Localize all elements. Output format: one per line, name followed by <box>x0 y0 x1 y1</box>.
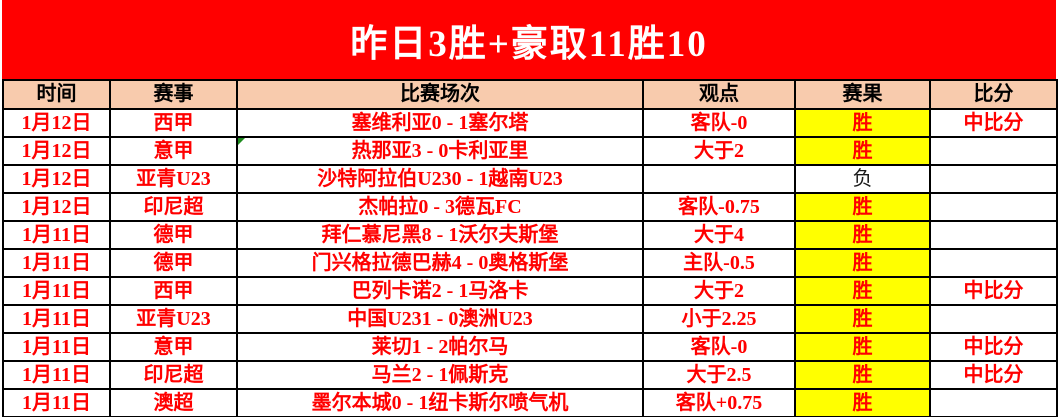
match-row: 1月12日 西甲 塞维利亚0 - 1塞尔塔 客队-0 胜中比分 <box>2 108 1058 138</box>
match-row: 1月12日 印尼超 杰帕拉0 - 3德瓦FC 客队-0.75 胜 <box>2 192 1058 222</box>
cell-view: 客队-0.75 <box>642 192 796 222</box>
cell-match: 杰帕拉0 - 3德瓦FC <box>236 192 644 222</box>
match-row: 1月11日 西甲 巴列卡诺2 - 1马洛卡 大于2 胜中比分 <box>2 276 1058 306</box>
cell-view: 小于2.25 <box>642 304 796 334</box>
match-row: 1月11日 德甲 拜仁慕尼黑8 - 1沃尔夫斯堡 大于4 胜 <box>2 220 1058 250</box>
cell-league: 德甲 <box>109 220 238 250</box>
cell-score: 中比分 <box>929 276 1058 306</box>
title-banner: 昨日3胜+豪取11胜10 <box>2 0 1056 79</box>
match-row: 1月11日 亚青U23 中国U231 - 0澳洲U23 小于2.25 胜 <box>2 304 1058 334</box>
cell-date: 1月11日 <box>2 332 111 362</box>
cell-match: 门兴格拉德巴赫4 - 0奥格斯堡 <box>236 248 644 278</box>
cell-date: 1月11日 <box>2 388 111 417</box>
cell-league: 德甲 <box>109 248 238 278</box>
cell-match: 墨尔本城0 - 1纽卡斯尔喷气机 <box>236 388 644 417</box>
cell-match: 莱切1 - 2帕尔马 <box>236 332 644 362</box>
cell-league: 意甲 <box>109 136 238 166</box>
cell-view: 大于4 <box>642 220 796 250</box>
cell-match: 沙特阿拉伯U230 - 1越南U23 <box>236 164 644 194</box>
cell-league: 印尼超 <box>109 360 238 390</box>
match-row: 1月12日 意甲 热那亚3 - 0卡利亚里 大于2 胜 <box>2 136 1058 166</box>
cell-date: 1月11日 <box>2 220 111 250</box>
match-row: 1月11日 澳超 墨尔本城0 - 1纽卡斯尔喷气机 客队+0.75 胜 <box>2 388 1058 417</box>
cell-league: 亚青U23 <box>109 304 238 334</box>
cell-date: 1月12日 <box>2 136 111 166</box>
col-header-time: 时间 <box>2 79 111 110</box>
cell-league: 西甲 <box>109 276 238 306</box>
cell-match: 中国U231 - 0澳洲U23 <box>236 304 644 334</box>
cell-result: 负 <box>794 164 931 194</box>
cell-view: 客队-0 <box>642 108 796 138</box>
cell-result: 胜 <box>794 304 931 334</box>
cell-score <box>929 248 1058 278</box>
match-row: 1月12日 亚青U23 沙特阿拉伯U230 - 1越南U23 负 <box>2 164 1058 194</box>
cell-result: 胜 <box>794 388 931 417</box>
cell-score <box>929 388 1058 417</box>
cell-result: 胜 <box>794 248 931 278</box>
cell-date: 1月11日 <box>2 360 111 390</box>
cell-date: 1月12日 <box>2 164 111 194</box>
cell-date: 1月11日 <box>2 304 111 334</box>
cell-score <box>929 192 1058 222</box>
col-header-view: 观点 <box>642 79 796 110</box>
cell-match: 马兰2 - 1佩斯克 <box>236 360 644 390</box>
cell-result: 胜 <box>794 220 931 250</box>
header-row: 时间 赛事 比赛场次 观点 赛果 比分 <box>2 79 1058 110</box>
cell-league: 亚青U23 <box>109 164 238 194</box>
cell-score: 中比分 <box>929 360 1058 390</box>
cell-view <box>642 164 796 194</box>
results-table: 时间 赛事 比赛场次 观点 赛果 比分 1月12日 西甲 塞维利亚0 - 1塞尔塔客… <box>2 79 1058 417</box>
cell-result: 胜 <box>794 192 931 222</box>
cell-result: 胜 <box>794 136 931 166</box>
cell-view: 大于2 <box>642 136 796 166</box>
col-header-match: 比赛场次 <box>236 79 644 110</box>
cell-match: 塞维利亚0 - 1塞尔塔 <box>236 108 644 138</box>
page-title: 昨日3胜+豪取11胜10 <box>350 23 708 65</box>
cell-league: 印尼超 <box>109 192 238 222</box>
cell-match: 巴列卡诺2 - 1马洛卡 <box>236 276 644 306</box>
match-row: 1月11日 印尼超 马兰2 - 1佩斯克 大于2.5 胜中比分 <box>2 360 1058 390</box>
cell-view: 主队-0.5 <box>642 248 796 278</box>
cell-date: 1月11日 <box>2 248 111 278</box>
match-row: 1月11日 意甲 莱切1 - 2帕尔马 客队-0 胜中比分 <box>2 332 1058 362</box>
cell-league: 西甲 <box>109 108 238 138</box>
cell-score: 中比分 <box>929 332 1058 362</box>
cell-league: 澳超 <box>109 388 238 417</box>
cell-match: 拜仁慕尼黑8 - 1沃尔夫斯堡 <box>236 220 644 250</box>
cell-view: 大于2 <box>642 276 796 306</box>
col-header-league: 赛事 <box>109 79 238 110</box>
match-row: 1月11日 德甲 门兴格拉德巴赫4 - 0奥格斯堡 主队-0.5 胜 <box>2 248 1058 278</box>
cell-result: 胜 <box>794 108 931 138</box>
cell-date: 1月11日 <box>2 276 111 306</box>
cell-date: 1月12日 <box>2 108 111 138</box>
cell-score <box>929 220 1058 250</box>
cell-view: 客队-0 <box>642 332 796 362</box>
cell-result: 胜 <box>794 332 931 362</box>
cell-result: 胜 <box>794 276 931 306</box>
comment-marker-icon <box>239 139 245 145</box>
cell-date: 1月12日 <box>2 192 111 222</box>
col-header-result: 赛果 <box>794 79 931 110</box>
cell-league: 意甲 <box>109 332 238 362</box>
cell-score <box>929 164 1058 194</box>
cell-result: 胜 <box>794 360 931 390</box>
cell-view: 大于2.5 <box>642 360 796 390</box>
cell-view: 客队+0.75 <box>642 388 796 417</box>
cell-score <box>929 136 1058 166</box>
cell-match: 热那亚3 - 0卡利亚里 <box>236 136 644 166</box>
cell-score: 中比分 <box>929 108 1058 138</box>
col-header-score: 比分 <box>929 79 1058 110</box>
cell-score <box>929 304 1058 334</box>
